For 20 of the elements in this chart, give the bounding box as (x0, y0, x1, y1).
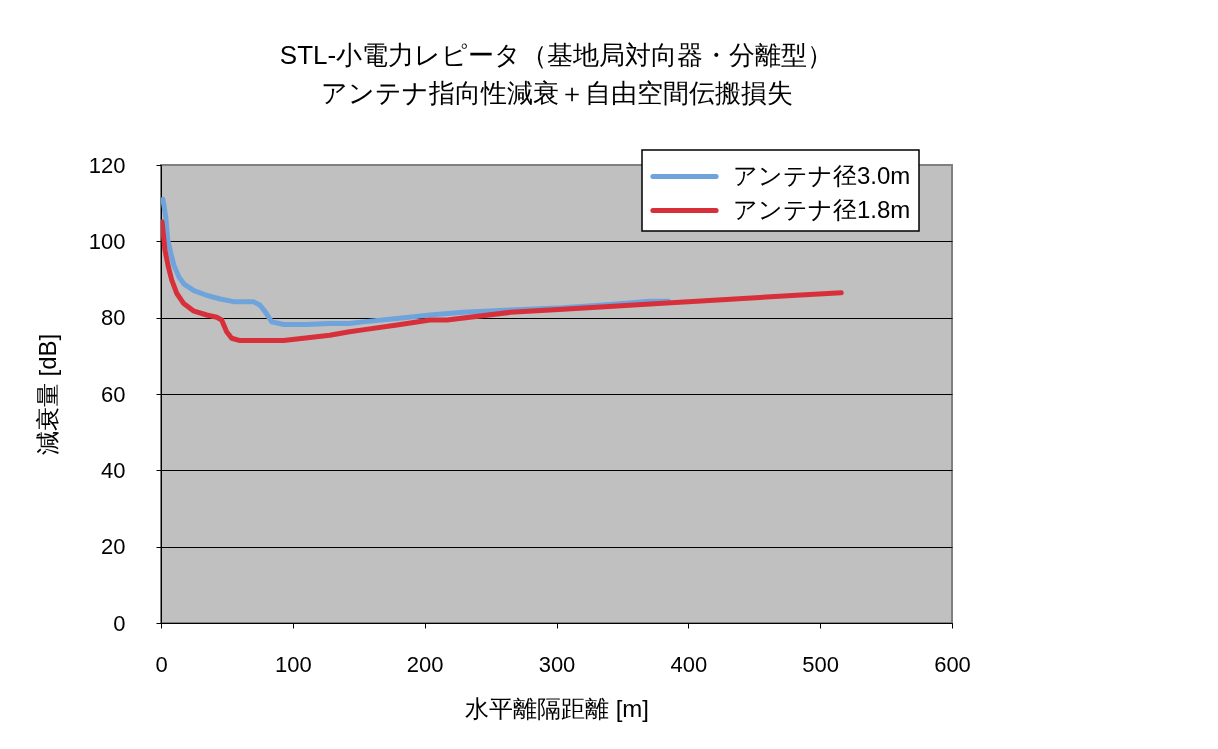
x-tick-label: 600 (934, 651, 971, 677)
y-tick-label: 60 (101, 381, 126, 407)
x-tick-label: 300 (538, 651, 576, 677)
x-axis-title: 水平離隔距離 [m] (465, 694, 649, 722)
legend-label: アンテナ径1.8m (733, 195, 911, 223)
x-tick-label: 200 (406, 651, 444, 677)
y-axis-title: 減衰量 [dB] (33, 333, 61, 456)
y-tick-label: 0 (113, 610, 126, 636)
x-tick-label: 0 (155, 651, 168, 677)
chart-subtitle: アンテナ指向性減衰＋自由空間伝搬損失 (320, 78, 793, 109)
y-tick-label: 40 (101, 457, 126, 483)
y-tick-label: 80 (101, 305, 126, 331)
y-tick-label: 20 (101, 534, 126, 560)
x-tick-label: 100 (274, 651, 312, 677)
y-tick-label: 120 (88, 152, 126, 178)
chart-title: STL-小電力レピータ（基地局対向器・分離型） (279, 40, 834, 71)
x-tick-label: 500 (802, 651, 840, 677)
y-tick-label: 100 (88, 228, 126, 254)
x-tick-label: 400 (670, 651, 708, 677)
legend-label: アンテナ径3.0m (733, 161, 911, 189)
